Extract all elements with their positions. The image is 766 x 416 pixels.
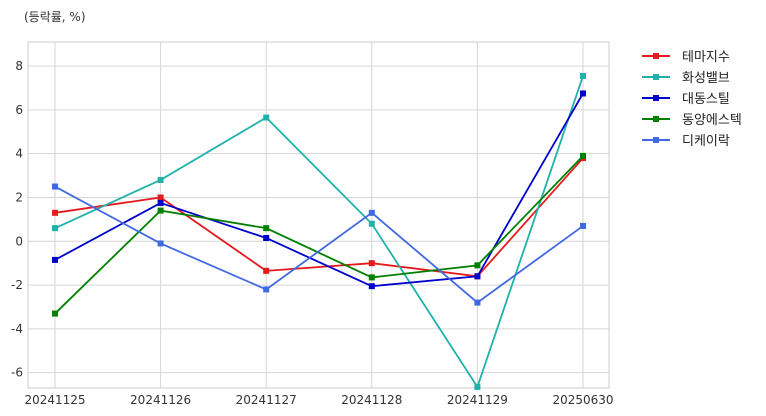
y-tick-label: 8	[15, 59, 23, 73]
data-point	[263, 114, 270, 121]
data-point	[52, 225, 58, 232]
x-tick-label: 20241126	[130, 393, 191, 407]
data-point	[52, 256, 58, 263]
data-point	[157, 194, 164, 201]
x-tick-label: 20241128	[341, 393, 402, 407]
legend-marker	[653, 137, 659, 143]
series-line	[54, 157, 584, 278]
data-point	[474, 262, 481, 269]
y-tick-label: -6	[11, 366, 23, 380]
data-point	[263, 267, 270, 274]
unit-label: (등락률, %)	[24, 10, 86, 24]
y-tick-label: 2	[15, 190, 23, 204]
legend-marker	[653, 74, 659, 80]
data-point	[52, 209, 58, 216]
data-point	[580, 222, 586, 229]
y-tick-label: 4	[15, 147, 23, 161]
data-point	[52, 310, 58, 317]
x-tick-label: 20241127	[236, 393, 297, 407]
series-line	[54, 93, 584, 288]
data-point	[157, 199, 164, 206]
data-point	[368, 274, 375, 281]
plot-frame	[27, 41, 610, 389]
data-point	[368, 260, 375, 267]
data-point	[157, 176, 164, 183]
data-point	[263, 286, 270, 293]
data-point	[580, 90, 586, 97]
legend-label: 화성밸브	[682, 71, 730, 86]
legend-label: 테마지수	[682, 50, 730, 65]
legend-label: 디케이락	[682, 134, 730, 149]
y-tick-label: 0	[15, 234, 23, 248]
data-point	[263, 225, 270, 232]
data-point	[263, 234, 270, 241]
x-tick-label: 20241125	[24, 393, 85, 407]
y-tick-label: 6	[15, 103, 23, 117]
data-point	[474, 273, 481, 280]
legend-label: 동양에스텍	[682, 113, 742, 128]
y-tick-label: -4	[11, 322, 23, 336]
data-point	[52, 183, 58, 190]
x-tick-label: 20241129	[447, 393, 508, 407]
y-tick-label: -2	[11, 278, 23, 292]
data-point	[368, 209, 375, 216]
series-line	[54, 75, 584, 389]
legend-label: 대동스틸	[682, 92, 730, 107]
series-line	[54, 185, 584, 304]
data-point	[580, 72, 586, 79]
data-point	[368, 283, 375, 290]
legend-marker	[653, 53, 659, 59]
x-tick-label: 20250630	[552, 393, 613, 407]
data-point	[580, 152, 586, 159]
legend-marker	[653, 95, 659, 101]
data-point	[157, 207, 164, 214]
data-point	[368, 220, 375, 227]
legend-marker	[653, 116, 659, 122]
data-point	[474, 299, 481, 306]
series-line	[54, 155, 584, 315]
data-point	[474, 383, 481, 390]
data-point	[157, 240, 164, 247]
